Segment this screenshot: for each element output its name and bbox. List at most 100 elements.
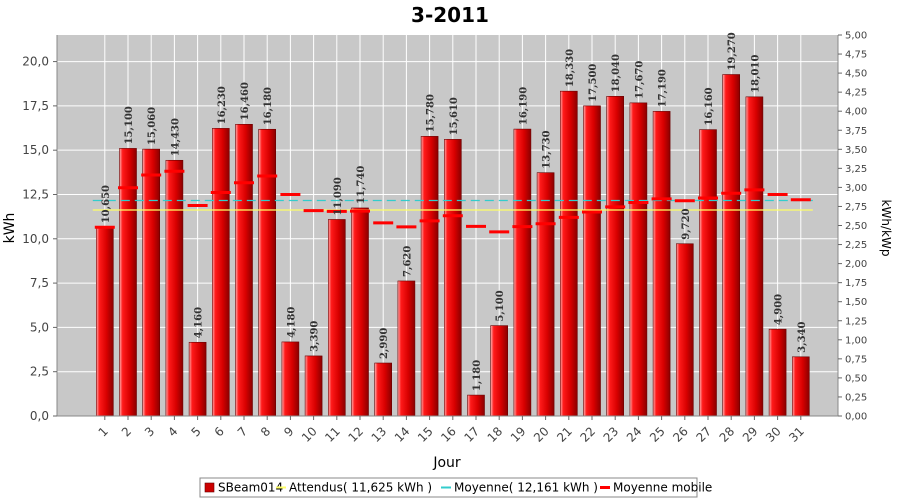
- x-tick-label-29: 29: [740, 424, 761, 445]
- x-tick-label-2: 2: [119, 424, 134, 439]
- data-label-31: 3,340: [797, 321, 808, 352]
- data-label-5: 4,160: [194, 307, 205, 338]
- x-tick-label-19: 19: [508, 424, 529, 445]
- bar-4: [165, 159, 184, 417]
- data-label-6: 16,230: [217, 86, 228, 124]
- data-label-20: 13,730: [542, 130, 553, 168]
- data-label-1: 10,650: [101, 185, 112, 223]
- bar-5: [188, 341, 207, 417]
- bar-17: [467, 394, 485, 417]
- y-tick-label: 17,5: [22, 99, 49, 113]
- x-tick-label-17: 17: [461, 424, 482, 445]
- bar-13: [374, 362, 393, 417]
- chart-title: 3-2011: [411, 3, 489, 27]
- data-label-17: 1,180: [472, 360, 483, 391]
- data-label-3: 15,060: [147, 107, 158, 145]
- y-axis-label: kWh: [2, 213, 18, 244]
- bar-25: [652, 111, 671, 417]
- data-labels: 10,650 15,100 15,060 14,430 4,160 16,230 16,46…: [101, 32, 808, 391]
- x-tick-label-14: 14: [392, 424, 413, 445]
- bar-18: [490, 325, 509, 417]
- data-label-22: 17,500: [588, 64, 599, 102]
- data-label-25: 17,190: [658, 69, 669, 107]
- bar-20: [536, 172, 555, 417]
- bar-29: [745, 96, 764, 417]
- y2-axis-ticks: 0,00 0,25 0,50 0,75 1,00 1,25 1,50 1,75 2,00 2,25…: [838, 31, 867, 423]
- bar-22: [583, 105, 601, 417]
- x-tick-label-9: 9: [281, 424, 296, 439]
- data-label-26: 9,720: [681, 208, 692, 239]
- x-tick-label-30: 30: [763, 424, 784, 445]
- bar-14: [397, 280, 416, 417]
- bar-12: [351, 207, 369, 417]
- bar-19: [513, 128, 532, 417]
- data-label-14: 7,620: [402, 246, 413, 277]
- bar-23: [606, 96, 625, 417]
- data-label-9: 4,180: [286, 307, 297, 338]
- y2-tick-label: 3,50: [845, 145, 867, 156]
- y-tick-label: 10,0: [22, 232, 49, 246]
- x-tick-label-22: 22: [577, 424, 598, 445]
- y2-tick-label: 1,00: [845, 335, 867, 346]
- data-label-8: 16,180: [263, 87, 274, 125]
- x-tick-label-26: 26: [670, 424, 691, 445]
- y2-tick-label: 4,00: [845, 107, 867, 118]
- x-tick-label-10: 10: [299, 424, 320, 445]
- x-tick-label-20: 20: [531, 424, 552, 445]
- y-tick-label: 7,5: [30, 276, 49, 290]
- data-label-29: 18,010: [750, 55, 761, 93]
- legend-label-1: Attendus( 11,625 kWh ): [289, 481, 432, 495]
- data-label-15: 15,780: [426, 94, 437, 132]
- y2-tick-label: 0,50: [845, 373, 867, 384]
- bar-21: [559, 90, 578, 417]
- x-tick-label-21: 21: [554, 424, 575, 445]
- bar-7: [235, 124, 253, 417]
- x-tick-label-11: 11: [322, 424, 343, 445]
- x-tick-label-24: 24: [624, 424, 645, 445]
- legend-swatch-bars: [204, 482, 215, 493]
- y-tick-label: 0,0: [30, 409, 49, 423]
- y-tick-label: 15,0: [22, 143, 49, 157]
- y2-tick-label: 1,25: [845, 316, 867, 327]
- data-label-18: 5,100: [495, 290, 506, 321]
- y-tick-label: 2,5: [30, 365, 49, 379]
- y-tick-label: 20,0: [22, 55, 49, 69]
- x-tick-label-23: 23: [601, 424, 622, 445]
- bar-9: [281, 341, 300, 417]
- bar-10: [304, 355, 323, 417]
- y2-tick-label: 1,50: [845, 297, 867, 308]
- bar-31: [791, 356, 810, 417]
- y2-tick-label: 4,75: [845, 50, 867, 61]
- x-tick-label-3: 3: [142, 424, 157, 439]
- x-tick-label-18: 18: [485, 424, 506, 445]
- x-axis-label: Jour: [432, 455, 461, 471]
- data-label-10: 3,390: [310, 321, 321, 352]
- x-tick-label-16: 16: [438, 424, 459, 445]
- legend-label-bars: SBeam014: [218, 481, 283, 495]
- y2-tick-label: 5,00: [845, 31, 867, 42]
- bar-3: [142, 148, 160, 417]
- y2-tick-label: 0,75: [845, 354, 867, 365]
- x-tick-label-4: 4: [165, 424, 180, 439]
- x-tick-label-25: 25: [647, 424, 668, 445]
- data-label-16: 15,610: [449, 97, 460, 135]
- data-label-30: 4,900: [774, 294, 785, 325]
- data-label-24: 17,670: [634, 61, 645, 99]
- x-tick-label-6: 6: [212, 424, 227, 439]
- data-label-4: 14,430: [170, 118, 181, 156]
- x-tick-label-13: 13: [369, 424, 390, 445]
- bar-1: [96, 226, 114, 417]
- bar-26: [675, 243, 694, 417]
- bar-30: [768, 328, 787, 417]
- y2-tick-label: 0,25: [845, 392, 867, 403]
- x-tick-label-8: 8: [258, 424, 273, 439]
- x-tick-label-12: 12: [345, 424, 366, 445]
- reference-lines: [92, 199, 813, 211]
- data-label-11: 11,090: [333, 177, 344, 215]
- bar-24: [629, 102, 648, 417]
- bar-15: [420, 136, 439, 417]
- bar-6: [212, 128, 230, 417]
- y2-tick-label: 3,75: [845, 126, 867, 137]
- y2-tick-label: 0,00: [845, 412, 867, 423]
